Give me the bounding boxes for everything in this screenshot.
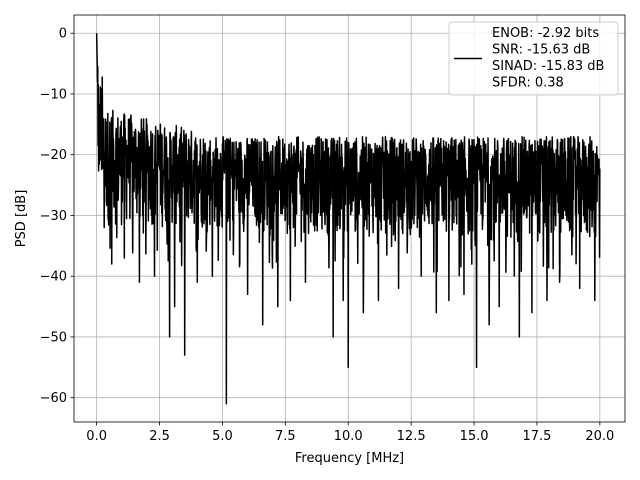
legend-line-sfdr: SFDR: 0.38 <box>492 76 564 91</box>
y-axis-ticks: 0 −10 −20 −30 −40 −50 −60 <box>40 27 74 406</box>
legend-line-snr: SNR: -15.63 dB <box>492 43 590 58</box>
y-tick-label: −50 <box>40 330 67 345</box>
y-tick-label: −60 <box>40 391 67 406</box>
psd-series-line <box>95 33 601 405</box>
y-tick-label: −20 <box>40 148 67 163</box>
x-tick-label: 10.0 <box>334 429 363 444</box>
x-tick-label: 0.0 <box>86 429 107 444</box>
x-tick-label: 17.5 <box>522 429 551 444</box>
x-tick-label: 15.0 <box>460 429 489 444</box>
x-axis-label: Frequency [MHz] <box>295 451 404 466</box>
legend: ENOB: -2.92 bits SNR: -15.63 dB SINAD: -… <box>448 21 619 96</box>
x-tick-label: 7.5 <box>275 429 296 444</box>
legend-line-enob: ENOB: -2.92 bits <box>492 26 599 41</box>
x-tick-label: 5.0 <box>212 429 233 444</box>
x-tick-label: 2.5 <box>149 429 170 444</box>
x-axis-ticks: 0.0 2.5 5.0 7.5 10.0 12.5 15.0 17.5 20.0 <box>86 422 614 444</box>
series-layer <box>95 33 601 405</box>
plot-frame <box>73 14 626 423</box>
legend-line-sinad: SINAD: -15.83 dB <box>492 59 604 74</box>
legend-box <box>448 21 619 96</box>
y-tick-label: −10 <box>40 87 67 102</box>
y-tick-label: 0 <box>59 27 67 42</box>
y-tick-label: −30 <box>40 209 67 224</box>
y-axis-label: PSD [dB] <box>14 190 29 248</box>
y-tick-label: −40 <box>40 270 67 285</box>
x-tick-label: 12.5 <box>397 429 426 444</box>
x-tick-label: 20.0 <box>585 429 614 444</box>
